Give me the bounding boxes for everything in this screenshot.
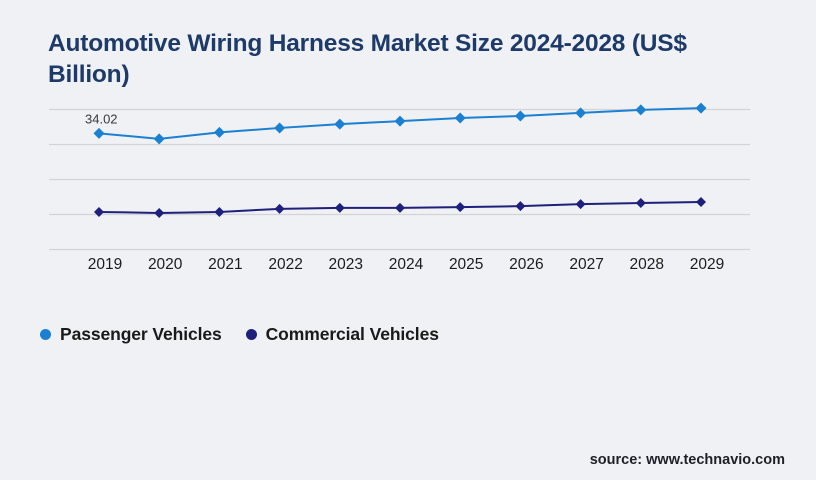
data-point-marker (334, 118, 346, 130)
data-point-marker (575, 199, 586, 210)
data-point-marker (696, 197, 706, 208)
data-point-marker (454, 112, 466, 124)
data-point-marker (154, 207, 165, 218)
data-point-marker (514, 110, 526, 122)
commercial-series-dot-icon (245, 329, 257, 340)
data-point-marker (214, 206, 225, 217)
chart-title-line-1: Automotive Wiring Harness Market Size 20… (48, 30, 687, 58)
data-point-marker (395, 202, 405, 213)
data-point-marker (153, 133, 165, 145)
passenger-series-dot-icon (40, 329, 51, 340)
data-point-marker (93, 127, 105, 139)
data-point-marker (575, 107, 587, 119)
chart-legend: Passenger Vehicles Commercial Vehicles (40, 324, 439, 345)
source-attribution: source: www.technavio.com (589, 452, 785, 468)
data-point-marker (94, 206, 104, 217)
data-point-marker (515, 201, 526, 212)
data-point-marker (394, 115, 406, 127)
legend-label: Passenger Vehicles (60, 324, 222, 344)
chart-title: Automotive Wiring Harness Market Size 20… (48, 28, 788, 90)
data-point-marker (274, 122, 286, 134)
data-point-marker (635, 104, 647, 116)
legend-item-commercial-vehicles: Commercial Vehicles (245, 324, 439, 345)
data-point-marker (274, 203, 285, 214)
legend-label: Commercial Vehicles (265, 324, 439, 344)
data-point-marker (455, 202, 466, 213)
data-point-marker (635, 198, 646, 209)
data-point-marker (213, 126, 225, 138)
data-point-marker (695, 102, 707, 114)
data-label: 34.02 (85, 111, 118, 126)
chart-title-line-2: Billion) (48, 61, 130, 89)
legend-item-passenger-vehicles: Passenger Vehicles (40, 324, 222, 345)
line-chart: 34.02 (49, 102, 750, 251)
data-point-marker (334, 202, 345, 213)
